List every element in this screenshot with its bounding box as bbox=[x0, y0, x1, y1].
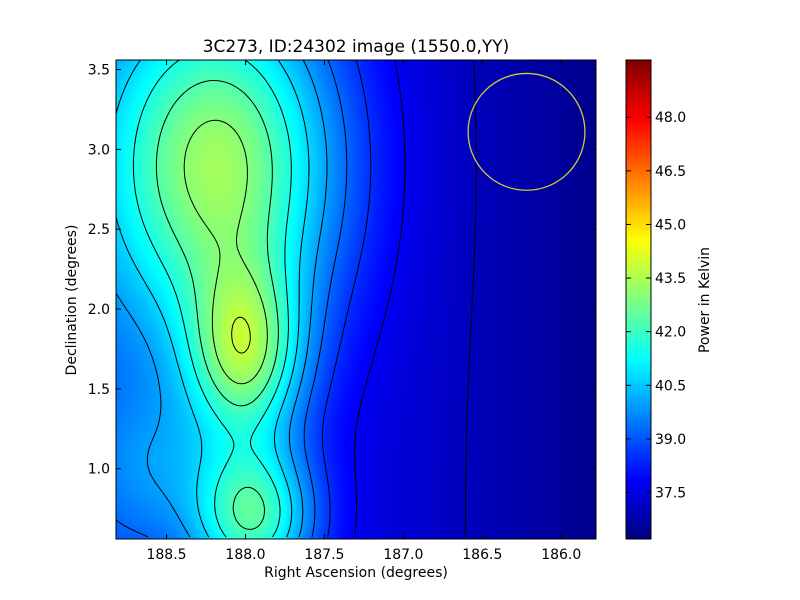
y-axis-ticks: 1.0 1.5 2.0 2.5 3.0 3.5 bbox=[88, 63, 596, 478]
contour-line bbox=[183, 119, 268, 385]
y-tick-label: 1.5 bbox=[88, 382, 110, 398]
x-tick-label: 187.0 bbox=[383, 547, 423, 563]
x-tick-label: 188.0 bbox=[225, 547, 265, 563]
beam-circle bbox=[467, 72, 586, 191]
x-axis-label: Right Ascension (degrees) bbox=[264, 565, 448, 581]
contour-line bbox=[231, 316, 251, 354]
contour-line bbox=[321, 59, 372, 538]
x-tick-label: 188.5 bbox=[146, 547, 186, 563]
colorbar-tick-label: 42.0 bbox=[655, 325, 686, 341]
plot-frame bbox=[115, 59, 597, 540]
y-tick-label: 1.0 bbox=[88, 462, 110, 478]
colorbar-tick-label: 48.0 bbox=[655, 110, 686, 126]
colorbar-frame bbox=[625, 59, 652, 540]
contour-line bbox=[464, 59, 477, 537]
contour-line bbox=[155, 80, 279, 530]
contour-line bbox=[115, 59, 328, 538]
heatmap-area bbox=[116, 60, 596, 539]
colorbar-label: Power in Kelvin bbox=[697, 247, 713, 353]
colorbar-tick-label: 40.5 bbox=[655, 378, 686, 394]
y-tick-label: 3.5 bbox=[88, 63, 110, 79]
contour-lines bbox=[115, 59, 477, 538]
y-tick-label: 2.5 bbox=[88, 222, 110, 238]
colorbar-tick-label: 43.5 bbox=[655, 271, 686, 287]
colorbar-tick-label: 37.5 bbox=[655, 486, 686, 502]
colorbar-tick-label: 45.0 bbox=[655, 217, 686, 233]
y-tick-label: 2.0 bbox=[88, 302, 110, 318]
x-tick-label: 186.5 bbox=[462, 547, 502, 563]
contour-line bbox=[132, 59, 292, 538]
colorbar-ticks: 37.5 39.0 40.5 42.0 43.5 45.0 46.5 48.0 bbox=[626, 110, 686, 502]
colorbar-tick-label: 39.0 bbox=[655, 432, 686, 448]
x-tick-label: 186.0 bbox=[541, 547, 581, 563]
colorbar bbox=[626, 60, 651, 539]
y-tick-label: 3.0 bbox=[88, 142, 110, 158]
colorbar-tick-label: 46.5 bbox=[655, 164, 686, 180]
contour-line bbox=[115, 59, 310, 538]
y-axis-label: Declination (degrees) bbox=[64, 225, 80, 376]
x-tick-label: 187.5 bbox=[304, 547, 344, 563]
chart-title: 3C273, ID:24302 image (1550.0,YY) bbox=[203, 37, 510, 57]
x-axis-ticks: 188.5 188.0 187.5 187.0 186.5 186.0 bbox=[146, 60, 581, 563]
contour-line bbox=[115, 59, 348, 538]
